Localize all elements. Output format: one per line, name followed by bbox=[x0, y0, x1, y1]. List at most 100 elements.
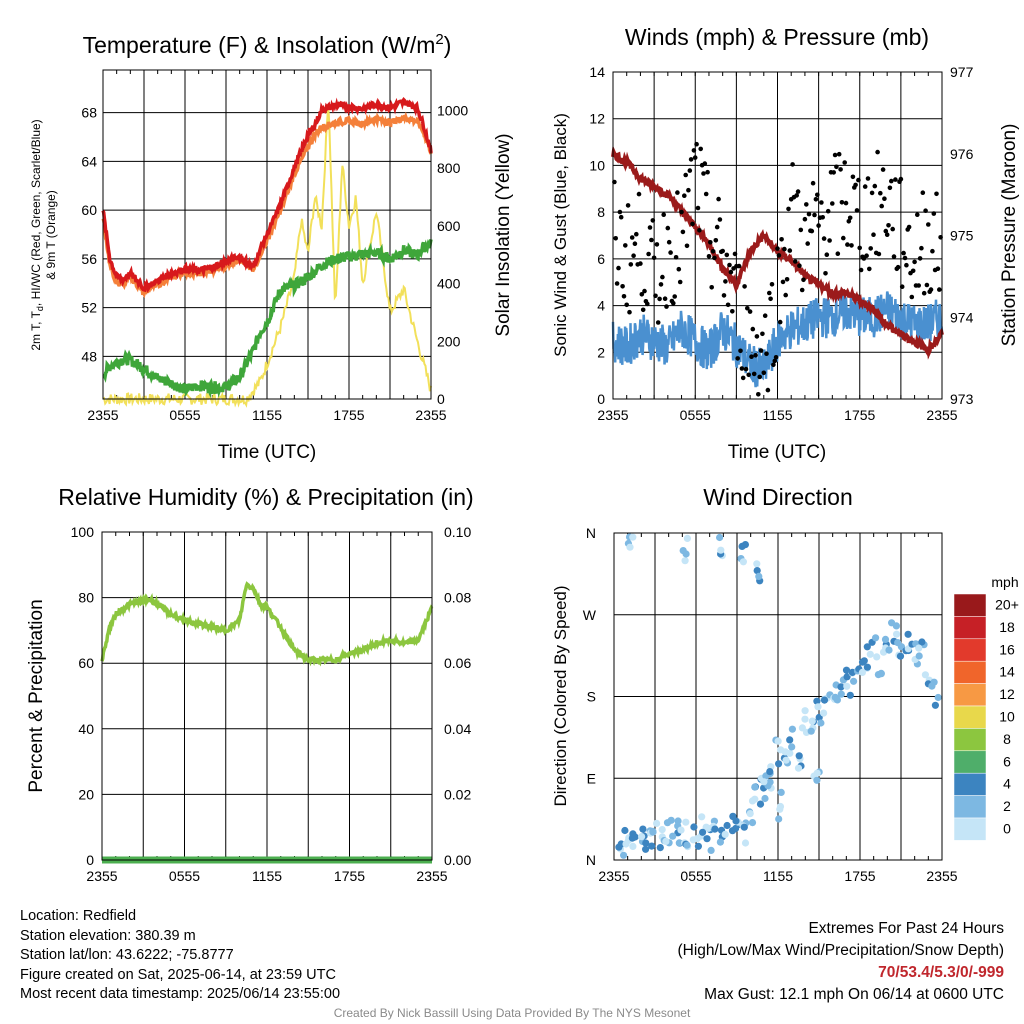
direction-point bbox=[843, 673, 851, 681]
x-tick-label: 0555 bbox=[680, 868, 711, 884]
gust-point bbox=[655, 320, 661, 325]
gust-point bbox=[875, 149, 880, 155]
y-tick-label: 60 bbox=[78, 655, 94, 671]
gust-point bbox=[735, 356, 740, 361]
gust-point bbox=[787, 248, 793, 253]
humidity-panel: Relative Humidity (%) & Precipitation (i… bbox=[26, 484, 474, 884]
gust-point bbox=[857, 245, 862, 251]
gust-point bbox=[691, 148, 697, 153]
gust-point bbox=[705, 169, 710, 175]
gust-point bbox=[769, 282, 775, 287]
gust-point bbox=[767, 290, 772, 296]
direction-point bbox=[846, 691, 854, 699]
gust-point bbox=[694, 141, 699, 147]
direction-point bbox=[699, 828, 707, 836]
gust-point bbox=[631, 253, 636, 258]
direction-point bbox=[755, 572, 763, 581]
gust-point bbox=[801, 277, 806, 283]
direction-point bbox=[703, 835, 711, 843]
direction-point bbox=[717, 546, 725, 554]
direction-point bbox=[761, 794, 769, 803]
gust-point bbox=[825, 208, 831, 214]
gust-point bbox=[751, 371, 757, 377]
gust-point bbox=[839, 200, 845, 205]
gust-point bbox=[642, 288, 647, 294]
direction-point bbox=[663, 819, 672, 827]
x-tick-label: 2355 bbox=[597, 407, 628, 423]
gust-point bbox=[764, 351, 769, 357]
y-tick-label: 60 bbox=[81, 202, 97, 218]
direction-point bbox=[786, 736, 794, 744]
direction-point bbox=[801, 715, 809, 723]
legend-swatch bbox=[953, 795, 987, 819]
gust-point bbox=[890, 226, 895, 232]
direction-point bbox=[877, 669, 885, 678]
direction-point bbox=[751, 783, 759, 791]
direction-point bbox=[694, 842, 703, 850]
direction-title: Wind Direction bbox=[703, 484, 853, 510]
gust-point bbox=[934, 191, 939, 197]
direction-point bbox=[814, 703, 822, 711]
temperature-series bbox=[101, 96, 433, 408]
y-tick-label: N bbox=[586, 852, 596, 868]
direction-point bbox=[620, 851, 628, 859]
gust-point bbox=[937, 287, 942, 292]
gust-point bbox=[771, 362, 776, 368]
gust-point bbox=[706, 253, 712, 259]
temperature-ylabel-line2: & 9m T (Orange) bbox=[44, 190, 58, 280]
gust-point bbox=[917, 256, 923, 261]
winds-series bbox=[611, 141, 944, 397]
gust-point bbox=[712, 255, 717, 261]
direction-point bbox=[774, 737, 782, 745]
speed-legend: 20+ 18 16 14 12 10 8 6 4 2 0 bbox=[953, 593, 1019, 841]
x-tick-label: 1755 bbox=[333, 407, 364, 423]
gust-point bbox=[883, 228, 889, 234]
y-tick-label: E bbox=[587, 770, 596, 786]
gust-point bbox=[834, 164, 839, 170]
direction-point bbox=[741, 541, 750, 549]
gust-point bbox=[662, 296, 668, 302]
y-tick-label: 80 bbox=[78, 590, 94, 606]
legend-label: 18 bbox=[999, 619, 1015, 635]
gust-point bbox=[677, 279, 683, 285]
direction-point bbox=[807, 727, 815, 735]
direction-point bbox=[881, 635, 890, 644]
temp-2m-line bbox=[101, 96, 433, 294]
gust-point bbox=[660, 274, 665, 280]
gust-point bbox=[830, 201, 835, 206]
gust-point bbox=[923, 208, 928, 213]
y-tick-label: 52 bbox=[81, 300, 97, 316]
pressure-ylabel: Station Pressure (Maroon) bbox=[999, 124, 1020, 347]
gust-point bbox=[724, 252, 730, 258]
direction-point bbox=[872, 634, 880, 642]
gust-point bbox=[898, 176, 904, 182]
gust-point bbox=[683, 172, 688, 178]
y2-tick-label: 0.06 bbox=[444, 655, 471, 671]
direction-point bbox=[716, 533, 724, 542]
legend-swatch bbox=[953, 705, 987, 729]
gust-point bbox=[743, 366, 749, 372]
y-tick-label: 48 bbox=[81, 348, 97, 364]
winds-xlabel: Time (UTC) bbox=[728, 442, 827, 463]
legend-label: 10 bbox=[999, 709, 1015, 725]
gust-point bbox=[835, 251, 841, 256]
gust-point bbox=[891, 254, 897, 259]
gust-point bbox=[717, 217, 723, 222]
legend-label: 4 bbox=[1003, 776, 1011, 792]
legend-label: 2 bbox=[1003, 798, 1011, 814]
temperature-plot-frame bbox=[102, 69, 432, 400]
station-elevation: Station elevation: 380.39 m bbox=[20, 927, 196, 944]
gust-point bbox=[754, 334, 760, 339]
gust-point bbox=[805, 241, 810, 246]
direction-point bbox=[766, 768, 774, 776]
gust-point bbox=[776, 253, 782, 258]
direction-point bbox=[776, 802, 785, 811]
gust-point bbox=[846, 219, 852, 224]
y-tick-label: 100 bbox=[71, 524, 95, 540]
direction-point bbox=[753, 567, 761, 575]
legend-label: 12 bbox=[999, 686, 1015, 702]
gust-point bbox=[880, 167, 886, 172]
winds-plot-frame bbox=[612, 71, 943, 400]
gust-point bbox=[618, 214, 624, 220]
